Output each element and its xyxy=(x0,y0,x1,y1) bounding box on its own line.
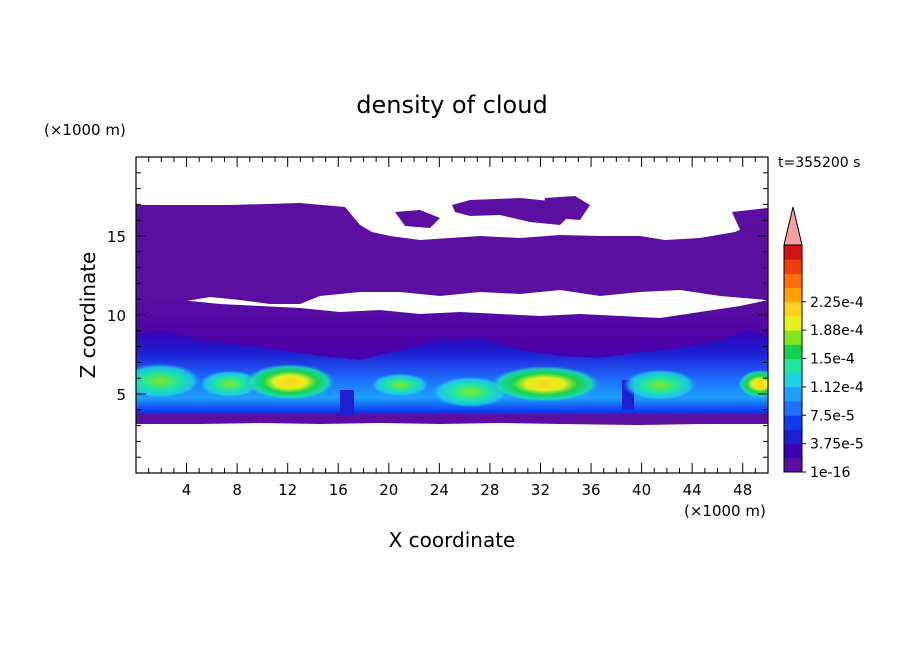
core-48km xyxy=(738,370,768,398)
y-tick-label: 5 xyxy=(116,386,126,404)
colorbar-label: 7.5e-5 xyxy=(810,408,855,424)
y-tick-label: 10 xyxy=(107,307,126,325)
colorbar-segment xyxy=(784,429,802,445)
colorbar-segment xyxy=(784,401,802,416)
colorbar-segment xyxy=(784,315,802,331)
low-cloud-base xyxy=(136,414,768,425)
upper-cloud-left-edge xyxy=(395,210,440,228)
time-label: t=355200 s xyxy=(778,155,860,171)
colorbar-segment xyxy=(784,273,802,289)
y-tick-label: 15 xyxy=(107,228,126,246)
colorbar-segment xyxy=(784,457,802,473)
core-left-2 xyxy=(198,370,262,398)
colorbar-segment xyxy=(784,386,802,402)
cloud-density-field xyxy=(136,196,768,425)
x-tick-label: 32 xyxy=(531,481,550,499)
colorbar-label: 1.12e-4 xyxy=(810,380,864,396)
core-12km xyxy=(245,364,335,400)
colorbar-segment xyxy=(784,358,802,374)
y-axis-label: Z coordinate xyxy=(76,252,100,379)
x-unit-label: (×1000 m) xyxy=(684,502,766,520)
colorbar-label: 3.75e-5 xyxy=(810,437,864,453)
colorbar: 1e-16 3.75e-5 7.5e-5 1.12e-4 1.5e-4 1.88e-4 2.… xyxy=(783,206,864,481)
x-tick-label: 28 xyxy=(480,481,499,499)
core-20km xyxy=(370,373,430,397)
colorbar-label: 2.25e-4 xyxy=(810,295,864,311)
x-tick-label: 20 xyxy=(379,481,398,499)
colorbar-segment xyxy=(784,344,802,359)
colorbar-label: 1e-16 xyxy=(810,465,850,481)
colorbar-over-triangle xyxy=(783,206,803,246)
colorbar-segment xyxy=(784,330,802,345)
upper-cloud-layer xyxy=(136,203,768,304)
colorbar-label: 1.5e-4 xyxy=(810,352,855,368)
x-tick-label: 24 xyxy=(430,481,449,499)
colorbar-label: 1.88e-4 xyxy=(810,323,864,339)
colorbar-segment xyxy=(784,415,802,430)
core-40km xyxy=(622,369,698,401)
upper-cloud-tuft xyxy=(543,196,590,220)
colorbar-segment xyxy=(784,301,802,317)
upper-cloud-tuft-right xyxy=(732,208,768,232)
x-tick-label: 36 xyxy=(581,481,600,499)
x-tick-label: 8 xyxy=(232,481,242,499)
colorbar-segment xyxy=(784,443,802,459)
x-tick-label: 40 xyxy=(632,481,651,499)
x-tick-label: 4 xyxy=(182,481,192,499)
x-tick-label: 44 xyxy=(683,481,702,499)
x-axis-label: X coordinate xyxy=(389,528,516,552)
colorbar-segment xyxy=(784,287,802,303)
core-31km xyxy=(490,366,600,402)
x-tick-label: 12 xyxy=(278,481,297,499)
y-unit-label: (×1000 m) xyxy=(44,121,126,139)
chart-title: density of cloud xyxy=(356,91,547,119)
upper-cloud-cap xyxy=(452,198,570,225)
colorbar-segment xyxy=(784,245,802,260)
x-tick-label: 48 xyxy=(733,481,752,499)
colorbar-segment xyxy=(784,259,802,274)
x-tick-label: 16 xyxy=(329,481,348,499)
core-left xyxy=(136,363,202,399)
colorbar-segment xyxy=(784,372,802,388)
low-cloud-gap xyxy=(340,390,354,416)
